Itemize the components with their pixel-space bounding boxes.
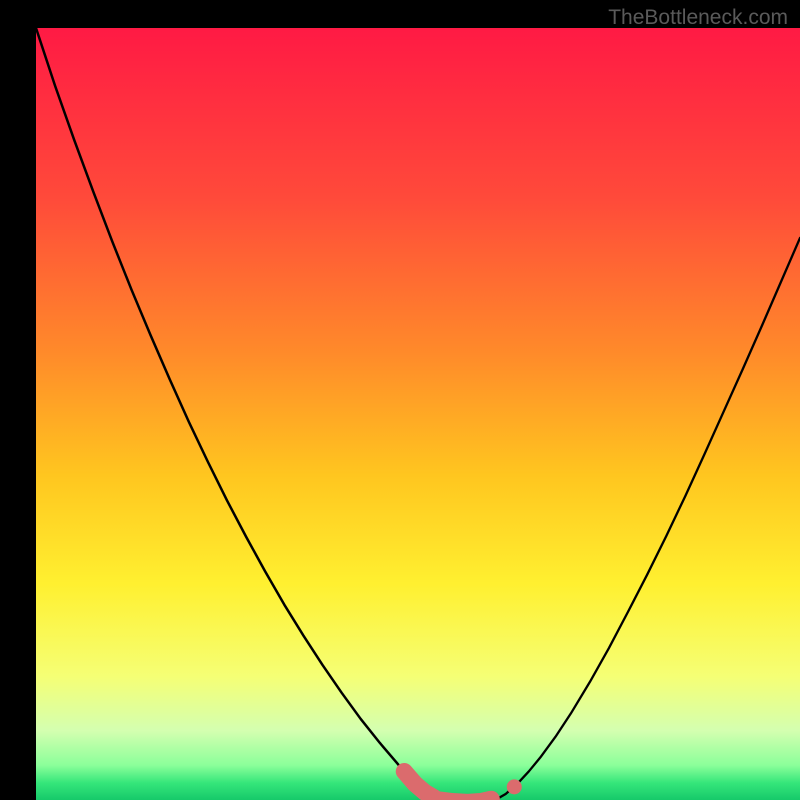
bottleneck-plot [36, 28, 800, 800]
marker-dot [507, 779, 522, 794]
watermark-text: TheBottleneck.com [608, 6, 788, 30]
